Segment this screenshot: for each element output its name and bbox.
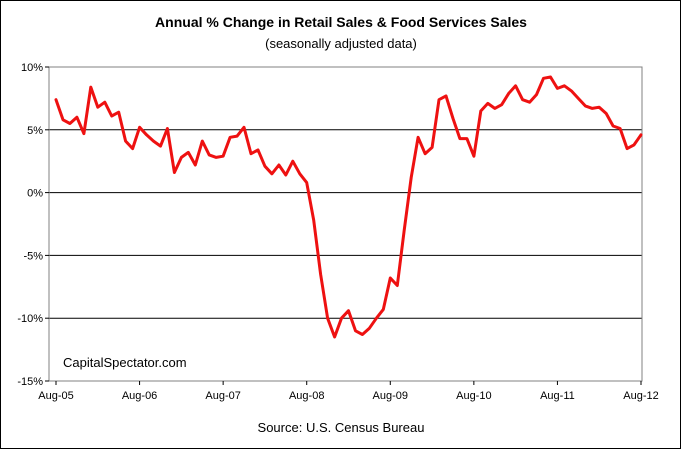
y-tick-label: -15% bbox=[17, 376, 43, 388]
y-tick-label: -10% bbox=[17, 313, 43, 325]
x-tick-label: Aug-12 bbox=[623, 390, 658, 402]
x-tick-label: Aug-09 bbox=[373, 390, 408, 402]
plot-area bbox=[48, 66, 643, 382]
x-tick-label: Aug-11 bbox=[540, 390, 575, 402]
x-tick-label: Aug-10 bbox=[456, 390, 491, 402]
x-tick-label: Aug-08 bbox=[289, 390, 324, 402]
source-note: Source: U.S. Census Bureau bbox=[258, 420, 425, 435]
y-tick-label: 5% bbox=[27, 125, 43, 137]
gridlines bbox=[49, 129, 642, 319]
x-tick-label: Aug-05 bbox=[38, 390, 73, 402]
y-tick-label: 0% bbox=[27, 188, 43, 200]
y-axis-ticks: 10% 5% 0% -5% -10% -15% bbox=[17, 62, 49, 388]
x-tick-label: Aug-06 bbox=[122, 390, 157, 402]
y-tick-label: -5% bbox=[23, 250, 43, 262]
y-tick-label: 10% bbox=[21, 62, 43, 74]
chart-title: Annual % Change in Retail Sales & Food S… bbox=[155, 14, 527, 30]
x-axis-ticks: Aug-05 Aug-06 Aug-07 Aug-08 Aug-09 Aug-10 Aug-… bbox=[38, 381, 659, 402]
watermark-annotation: CapitalSpectator.com bbox=[63, 355, 187, 370]
chart-subtitle: (seasonally adjusted data) bbox=[265, 36, 417, 51]
series-line bbox=[54, 75, 643, 339]
x-tick-label: Aug-07 bbox=[205, 390, 240, 402]
